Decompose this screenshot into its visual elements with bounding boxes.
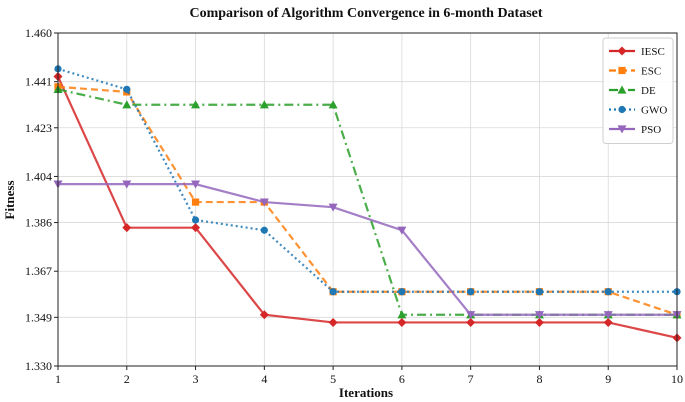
y-tick-label: 1.349 xyxy=(25,310,52,324)
x-tick-label: 4 xyxy=(261,372,267,386)
y-tick-label: 1.386 xyxy=(25,216,52,230)
legend-label: GWO xyxy=(641,105,667,117)
x-tick-label: 10 xyxy=(671,372,683,386)
data-point-pso xyxy=(603,311,613,320)
x-tick-label: 1 xyxy=(55,372,61,386)
data-point-iesc xyxy=(122,223,132,233)
x-tick-label: 5 xyxy=(330,372,336,386)
data-point-pso xyxy=(466,311,476,320)
legend-item-de: DE xyxy=(609,85,656,97)
series-line-iesc xyxy=(56,76,678,339)
series-esc xyxy=(54,83,681,319)
data-point-gwo xyxy=(329,288,337,296)
data-point-iesc xyxy=(328,317,338,327)
y-tick-label: 1.367 xyxy=(25,264,52,278)
data-point-de xyxy=(122,100,132,109)
data-point-de xyxy=(191,100,201,109)
data-point-iesc xyxy=(191,223,201,233)
data-point-iesc xyxy=(603,317,613,327)
data-point-iesc xyxy=(534,317,544,327)
x-tick-label: 8 xyxy=(536,372,542,386)
data-point-pso xyxy=(191,180,201,189)
x-axis-label: Iterations xyxy=(339,385,393,400)
data-point-gwo xyxy=(398,288,406,296)
series-iesc xyxy=(53,72,682,343)
legend: IESC ESC DE GWO PSO xyxy=(602,37,674,144)
y-tick-label: 1.404 xyxy=(25,169,52,183)
series-gwo xyxy=(54,65,681,296)
grid xyxy=(57,32,678,367)
y-tick-label: 1.460 xyxy=(25,26,52,40)
y-tick-label: 1.330 xyxy=(25,359,52,373)
data-point-de xyxy=(397,310,407,319)
data-point-gwo xyxy=(467,288,475,296)
data-point-iesc xyxy=(397,317,407,327)
chart-title: Comparison of Algorithm Convergence in 6… xyxy=(189,6,542,21)
legend-marker-pso xyxy=(617,125,627,134)
legend-marker-esc xyxy=(618,66,626,75)
data-point-gwo xyxy=(604,288,612,296)
legend-marker-gwo xyxy=(618,105,626,114)
data-point-pso xyxy=(328,203,338,212)
data-point-gwo xyxy=(191,216,200,224)
y-tick-label: 1.441 xyxy=(25,75,52,89)
legend-item-esc: ESC xyxy=(609,66,661,78)
legend-marker-de xyxy=(617,85,627,94)
legend-label: DE xyxy=(641,85,656,97)
data-point-gwo xyxy=(260,226,268,234)
series-line-esc xyxy=(57,85,678,316)
data-point-pso xyxy=(122,180,132,189)
data-point-de xyxy=(328,100,338,109)
tick-labels: 1.330 1.349 1.367 1.386 1.404 1.423 1.441 1.460… xyxy=(25,26,683,386)
data-point-esc xyxy=(191,198,200,206)
series-line-pso xyxy=(58,183,677,316)
legend-label: PSO xyxy=(641,124,661,136)
x-tick-label: 2 xyxy=(124,372,130,386)
x-tick-label: 7 xyxy=(468,372,474,386)
data-point-pso xyxy=(534,311,544,320)
legend-marker-iesc xyxy=(617,46,627,56)
legend-item-pso: PSO xyxy=(609,124,661,136)
data-point-de xyxy=(259,100,269,109)
series-de xyxy=(53,84,682,319)
data-point-pso xyxy=(259,198,269,207)
legend-item-gwo: GWO xyxy=(609,105,667,117)
series-layer xyxy=(53,65,682,343)
legend-label: IESC xyxy=(641,46,665,58)
series-pso xyxy=(53,180,682,320)
legend-label: ESC xyxy=(641,66,661,78)
data-point-gwo xyxy=(123,85,131,93)
x-tick-label: 6 xyxy=(399,372,405,386)
plot-frame xyxy=(57,32,678,367)
x-tick-label: 3 xyxy=(193,372,199,386)
y-tick-label: 1.423 xyxy=(25,121,52,135)
data-point-iesc xyxy=(466,317,476,327)
series-line-gwo xyxy=(57,67,677,293)
legend-box xyxy=(602,37,674,144)
data-point-iesc xyxy=(259,310,269,320)
y-axis-label: Fitness xyxy=(2,181,17,220)
data-point-pso xyxy=(397,226,407,235)
series-line-de xyxy=(57,88,677,316)
x-tick-label: 9 xyxy=(605,372,611,386)
legend-item-iesc: IESC xyxy=(609,46,665,58)
data-point-gwo xyxy=(535,288,544,296)
